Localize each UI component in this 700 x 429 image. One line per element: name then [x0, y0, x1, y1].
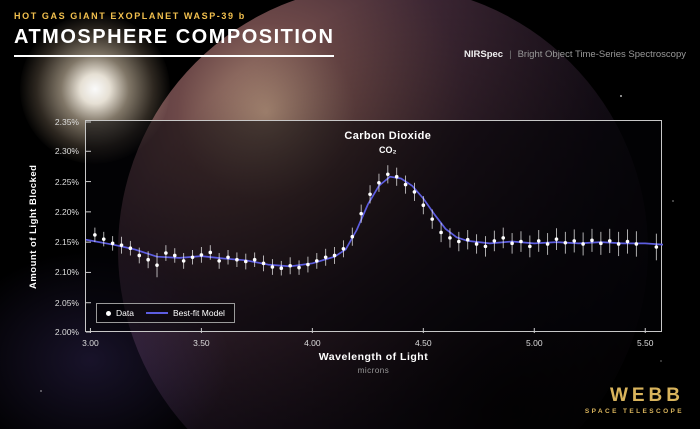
model-line-icon — [145, 312, 168, 314]
webb-logo-title: WEBB — [609, 385, 684, 406]
legend-model-item: Best-fit Model — [145, 308, 225, 318]
background-star — [660, 360, 662, 362]
x-tick-label: 5.00 — [526, 338, 543, 348]
background-star — [620, 95, 622, 97]
separator: | — [509, 49, 512, 60]
y-axis-label: Amount of Light Blocked — [28, 164, 39, 290]
y-tick-label: 2.00% — [54, 327, 79, 337]
x-tick-label: 4.00 — [304, 338, 321, 348]
webb-logo: WEBB SPACE TELESCOPE — [585, 386, 684, 415]
legend-data-label: Data — [116, 308, 134, 318]
co2-annotation: Carbon Dioxide CO₂ — [344, 130, 431, 155]
y-tick-label: 2.05% — [54, 297, 79, 308]
x-tick-label: 4.50 — [415, 338, 432, 348]
x-tick-label: 3.00 — [82, 338, 99, 348]
spectrum-chart: Amount of Light Blocked Wavelength of Li… — [28, 117, 663, 375]
x-axis-label: Wavelength of Light — [318, 351, 429, 363]
y-tick-label: 2.35% — [54, 117, 79, 127]
background-star — [40, 390, 42, 392]
y-tick-label: 2.15% — [54, 237, 79, 248]
webb-logo-subtitle: SPACE TELESCOPE — [584, 408, 684, 415]
plot-area — [86, 121, 663, 333]
legend-data-item: Data — [106, 308, 134, 318]
observation-mode: Bright Object Time-Series Spectroscopy — [517, 49, 686, 60]
legend-model-label: Best-fit Model — [172, 308, 225, 318]
y-tick-label: 2.30% — [54, 146, 79, 157]
data-point-icon — [106, 310, 111, 316]
background-star — [672, 200, 674, 202]
chart-legend: Data Best-fit Model — [96, 303, 235, 323]
x-tick-label: 5.50 — [636, 338, 654, 348]
y-tick-label: 2.20% — [54, 206, 79, 217]
eyebrow-exoplanet-name: HOT GAS GIANT EXOPLANET WASP-39 b — [14, 11, 246, 21]
page-title: ATMOSPHERE COMPOSITION — [14, 26, 335, 57]
annotation-formula: CO₂ — [379, 145, 397, 155]
y-tick-label: 2.25% — [54, 176, 79, 187]
x-axis-units: microns — [357, 366, 390, 375]
annotation-title: Carbon Dioxide — [344, 130, 432, 142]
instrument-name: NIRSpec — [464, 49, 504, 60]
x-tick-label: 3.50 — [193, 338, 210, 348]
y-tick-label: 2.10% — [54, 267, 79, 278]
instrument-caption: NIRSpec | Bright Object Time-Series Spec… — [464, 49, 686, 60]
